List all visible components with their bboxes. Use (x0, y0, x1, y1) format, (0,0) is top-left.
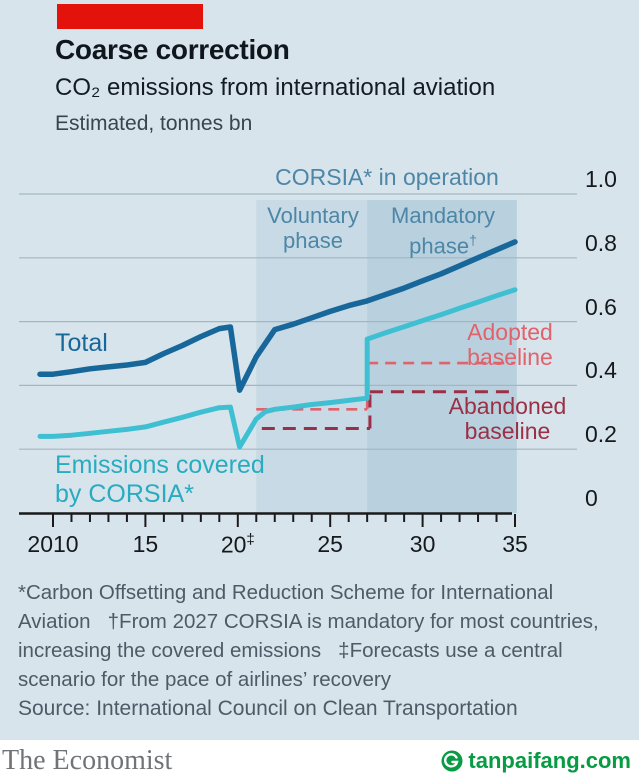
voluntary-phase-line2: phase (283, 228, 343, 253)
y-tick-label: 1.0 (585, 166, 617, 192)
voluntary-phase-label: Voluntary phase (257, 203, 369, 253)
corsia-in-operation-label: CORSIA* in operation (275, 164, 499, 190)
mandatory-phase-line2: phase† (409, 232, 477, 259)
abandoned-baseline-label: Abandoned baseline (448, 393, 567, 444)
x-tick-label: 35 (502, 531, 528, 557)
y-tick-label: 0.6 (585, 293, 617, 320)
page-title: Coarse correction (55, 34, 290, 65)
series-label-covered: Emissions covered by CORSIA* (55, 451, 265, 509)
series-line-total (37, 239, 518, 393)
watermark[interactable]: tanpaifang.com (441, 748, 631, 774)
footnote-line-4: scenario for the pace of airlines’ recov… (18, 668, 391, 691)
watermark-text[interactable]: tanpaifang.com (468, 748, 631, 773)
economist-red-tab (57, 4, 203, 29)
footnote-line-3: increasing the covered emissions ‡Foreca… (18, 639, 563, 662)
chart-subtitle: CO₂ emissions from international aviatio… (55, 74, 496, 101)
unit-note: Estimated, tonnes bn (55, 112, 253, 135)
mandatory-phase-label: Mandatory phase† (369, 203, 517, 258)
x-tick-label: 15 (132, 531, 159, 557)
y-tick-label: 0.2 (585, 421, 617, 448)
x-tick-label: 20‡ (220, 531, 255, 558)
chart-card: Coarse correction CO₂ emissions from int… (0, 0, 639, 740)
y-tick-label: 0 (585, 485, 598, 511)
y-tick-label: 0.4 (585, 357, 617, 384)
adopted-baseline-label: Adopted baseline (467, 319, 553, 370)
series-label-covered-line2: by CORSIA* (55, 480, 194, 508)
dagger-symbol: † (469, 232, 477, 248)
series-line-emissions (37, 287, 518, 450)
footnote-line-2: Aviation †From 2027 CORSIA is mandatory … (18, 610, 599, 633)
mandatory-phase-line1: Mandatory (391, 203, 495, 228)
series-label-covered-line1: Emissions covered (55, 451, 265, 479)
series-label-total: Total (55, 329, 108, 357)
watermark-logo-icon (441, 750, 463, 772)
chart-canvas (19, 193, 577, 527)
x-tick-label: 25 (317, 531, 343, 557)
y-tick-label: 0.8 (585, 229, 617, 256)
economist-wordmark: The Economist (2, 745, 173, 776)
voluntary-phase-line1: Voluntary (267, 203, 359, 228)
footer-strip: The Economist tanpaifang.com (0, 740, 639, 780)
x-tick-label: 2010 (27, 531, 79, 557)
double-dagger-symbol: ‡ (246, 531, 255, 548)
phase-band-voluntary (256, 200, 368, 513)
source-credit: Source: International Council on Clean T… (18, 697, 518, 720)
x-tick-label: 30 (409, 531, 436, 557)
footnote-line-1: *Carbon Offsetting and Reduction Scheme … (18, 581, 554, 604)
